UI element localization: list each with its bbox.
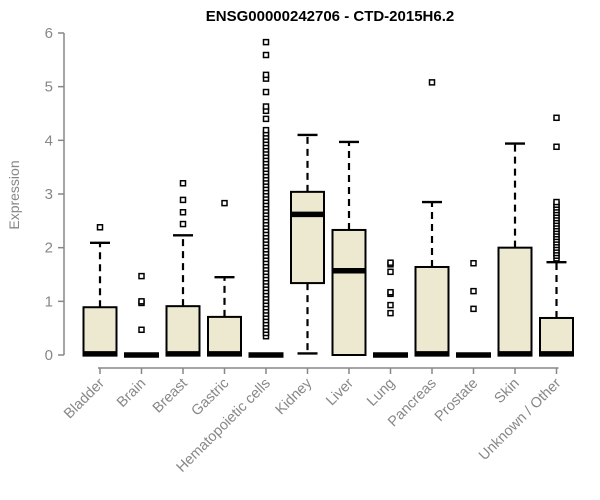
y-tick-label: 1 <box>45 293 53 310</box>
outlier-point <box>553 143 560 151</box>
boxplot-gastric <box>207 199 242 357</box>
iqr-box <box>539 316 574 356</box>
outlier-point <box>179 180 187 187</box>
iqr-box <box>207 315 242 356</box>
outlier-point <box>179 208 187 216</box>
outlier-point <box>470 259 477 267</box>
x-tick-label: Lung <box>364 376 398 410</box>
outlier-point <box>179 220 187 228</box>
x-tick-label: Kidney <box>273 375 316 418</box>
outlier-point <box>262 103 270 110</box>
boxplot-unknown-other <box>539 114 574 357</box>
boxplot-bladder <box>82 224 118 357</box>
outlier-point <box>96 224 104 231</box>
boxplot-breast <box>165 180 201 357</box>
outlier-point <box>262 115 270 123</box>
chart-title: ENSG00000242706 - CTD-2015H6.2 <box>205 8 455 25</box>
x-tick-label: Bladder <box>61 375 108 422</box>
x-tick-label: Liver <box>323 375 357 409</box>
boxplot-skin <box>497 142 533 357</box>
x-tick-label: Brain <box>114 376 149 411</box>
outlier-point <box>221 199 228 207</box>
boxplot-liver <box>331 140 367 356</box>
outlier-point <box>428 79 436 86</box>
outlier-point <box>470 305 477 313</box>
x-tick-label: Prostate <box>432 376 481 425</box>
y-tick-label: 6 <box>45 25 53 42</box>
y-tick-label: 0 <box>45 347 53 364</box>
iqr-box <box>165 305 201 356</box>
outlier-point <box>262 51 270 59</box>
outlier-point <box>138 298 145 305</box>
iqr-box <box>82 306 118 356</box>
y-tick-label: 2 <box>45 240 53 257</box>
outlier-point <box>470 287 477 295</box>
outlier-point <box>262 126 270 134</box>
boxplot-pancreas <box>414 79 450 357</box>
outlier-point <box>553 198 560 206</box>
y-tick-label: 4 <box>45 132 53 149</box>
outlier-point <box>262 38 270 46</box>
outlier-point <box>262 88 270 96</box>
y-tick-label: 5 <box>45 79 53 96</box>
outlier-point <box>387 268 394 276</box>
outlier-point <box>387 259 394 266</box>
outlier-point <box>387 288 394 296</box>
iqr-box <box>331 228 367 356</box>
y-axis: 0 1 2 3 4 5 6 <box>45 25 65 364</box>
outlier-point <box>387 309 394 317</box>
outlier-point <box>262 71 270 79</box>
boxplot-kidney <box>290 133 325 355</box>
boxplot-prostate <box>456 259 491 358</box>
boxplot-lung <box>373 259 408 358</box>
iqr-box <box>290 190 325 285</box>
x-tick-label: Breast <box>150 376 191 417</box>
x-tick-label: Skin <box>492 376 523 407</box>
y-tick-label: 3 <box>45 186 53 203</box>
iqr-box <box>497 246 533 356</box>
boxplot-hematopoietic-cells <box>248 38 284 358</box>
outlier-point <box>553 114 560 122</box>
outlier-point <box>138 272 145 280</box>
outlier-point <box>179 196 187 204</box>
boxplot-brain <box>124 272 159 358</box>
iqr-box <box>414 265 450 356</box>
outlier-point <box>138 326 145 334</box>
outlier-point <box>387 301 394 309</box>
